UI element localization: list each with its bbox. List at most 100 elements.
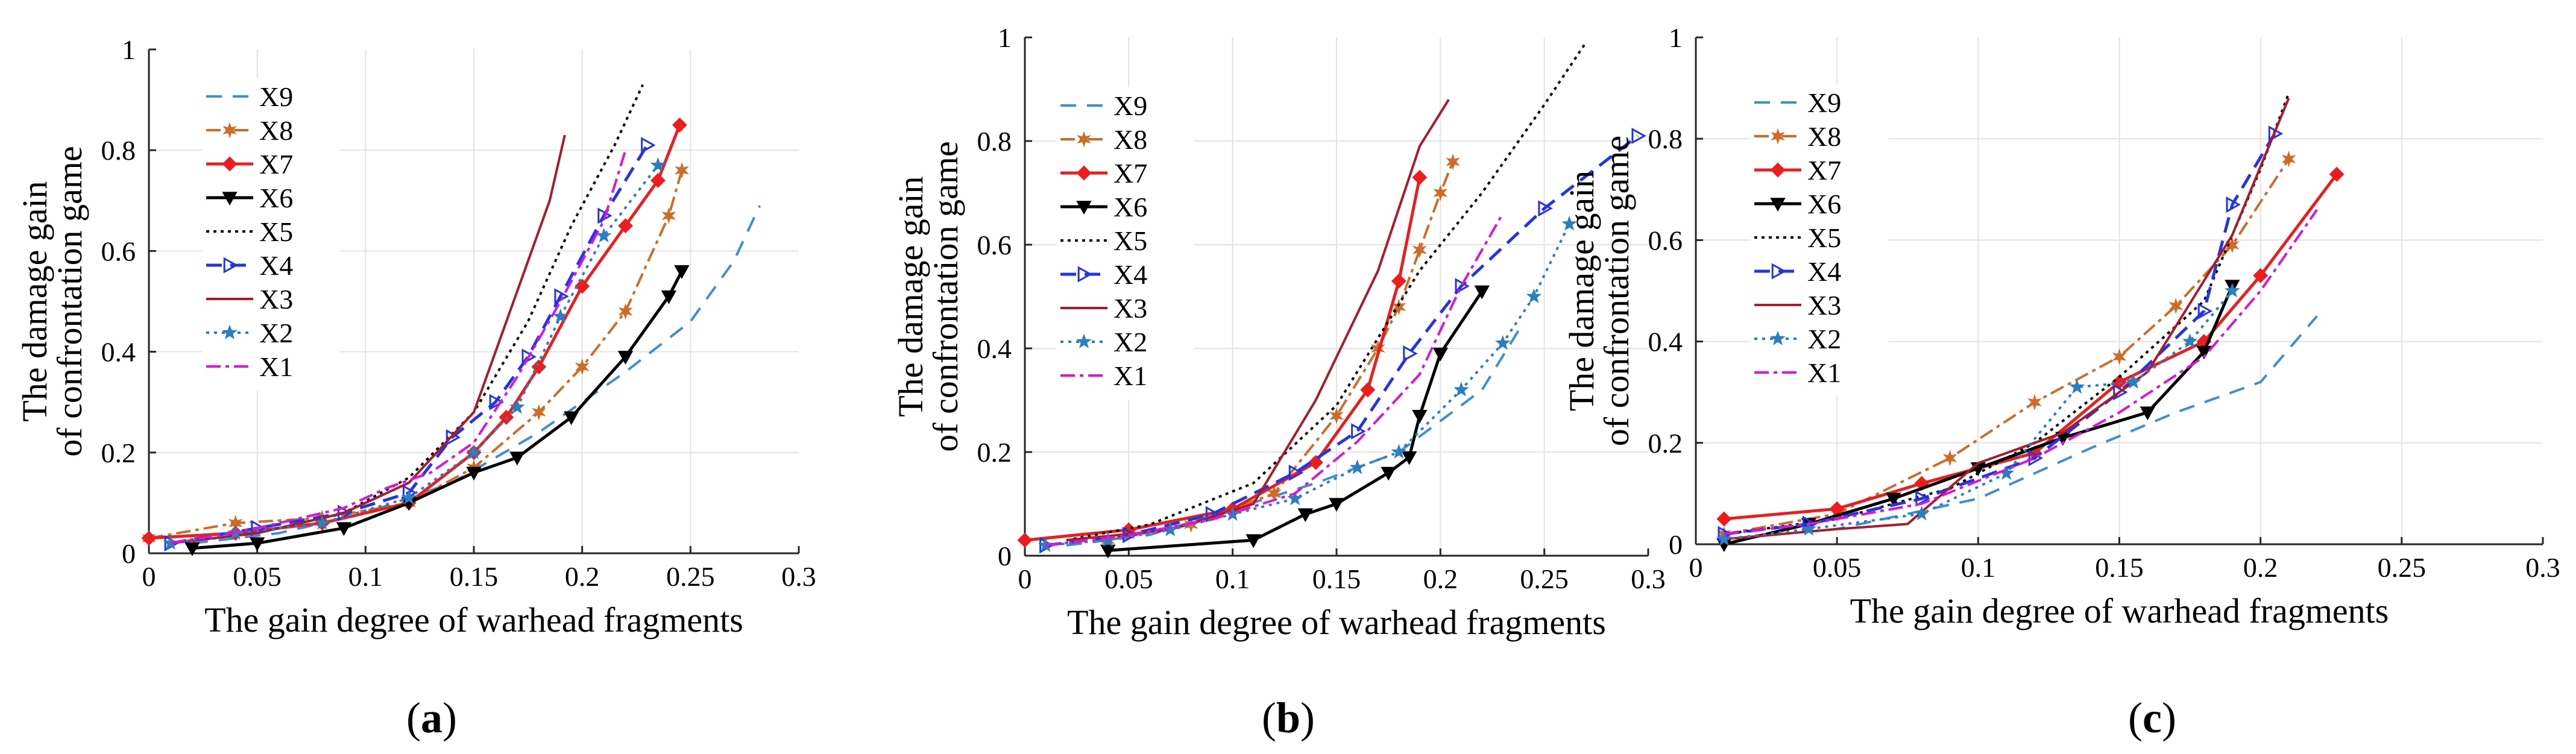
data-point-x7 (531, 359, 547, 375)
data-point-x7 (618, 218, 633, 234)
legend-item-x5: X5 (1754, 222, 1841, 253)
legend-marker (1076, 333, 1092, 348)
series-x2 (1038, 216, 1577, 552)
legend-item-x2: X2 (1754, 324, 1841, 354)
legend-item-x9: X9 (1754, 87, 1841, 118)
y-tick-label: 0.6 (1648, 225, 1683, 256)
legend-marker (1077, 266, 1093, 283)
panel-caption-a: (a) (406, 694, 457, 742)
data-point-x2 (1801, 521, 1817, 536)
legend-item-x5: X5 (206, 216, 293, 247)
data-point-x8 (675, 162, 689, 179)
legend-item-x6: X6 (1060, 192, 1147, 222)
series-line-x5 (1066, 42, 1587, 542)
data-point-x6 (1381, 467, 1396, 481)
data-point-x7 (1412, 169, 1428, 185)
data-point-x2 (1561, 216, 1577, 231)
x-tick-label: 0.05 (1104, 564, 1153, 594)
data-point-x2 (2182, 333, 2198, 348)
data-point-x2 (1526, 288, 1542, 303)
data-point-x2 (552, 308, 568, 323)
legend-item-x1: X1 (1754, 357, 1841, 388)
chart-panel-c: 0 0.05 0.1 0.15 0.2 0.25 0.300.20.40.60.81The … (1562, 22, 2560, 742)
legend-label: X6 (259, 183, 293, 213)
legend-label: X4 (1807, 256, 1841, 287)
legend-label: X8 (1113, 124, 1147, 155)
y-axis-label-line-1: The damage gain (15, 181, 54, 421)
data-point-x2 (2126, 374, 2141, 389)
legend-item-x2: X2 (206, 318, 293, 348)
data-point-x8 (1433, 184, 1448, 201)
data-point-x2 (596, 227, 612, 243)
legend-item-x4: X4 (206, 250, 293, 281)
panel-caption-b: (b) (1262, 694, 1315, 742)
data-point-x2 (1494, 335, 1511, 350)
panel-caption-c: (c) (2128, 694, 2176, 742)
data-point-x8 (1942, 450, 1957, 467)
legend-label: X3 (1113, 293, 1147, 324)
data-point-x6 (1245, 534, 1261, 548)
data-point-x4 (1403, 345, 1418, 362)
x-tick-label: 0.3 (2525, 552, 2560, 583)
y-tick-label: 0.2 (977, 437, 1012, 468)
x-tick-label: 0 (1689, 552, 1703, 583)
x-tick-label: 0.3 (781, 561, 816, 592)
x-tick-label: 0.15 (1312, 564, 1361, 594)
data-point-x8 (2168, 298, 2184, 315)
data-point-x7 (1308, 454, 1323, 470)
legend-label: X4 (259, 250, 293, 281)
data-point-x7 (2329, 166, 2345, 182)
legend-item-x3: X3 (1060, 293, 1147, 324)
y-tick-label: 0 (1669, 529, 1683, 560)
legend-item-x4: X4 (1060, 259, 1147, 290)
legend-label: X3 (259, 284, 293, 315)
data-point-x4 (1631, 127, 1646, 144)
data-point-x7 (1360, 382, 1376, 398)
data-point-x8 (2225, 237, 2240, 254)
x-tick-label: 0.1 (348, 561, 383, 592)
data-point-x4 (521, 348, 537, 365)
data-point-x6 (661, 290, 677, 304)
legend-marker (222, 324, 238, 339)
legend-item-x9: X9 (1060, 90, 1147, 121)
data-point-x8 (618, 303, 633, 320)
legend-item-x1: X1 (206, 351, 293, 382)
legend-item-x7: X7 (1060, 158, 1147, 189)
y-tick-label: 0 (998, 541, 1012, 571)
data-point-x4 (2113, 384, 2128, 401)
legend-item-x6: X6 (1754, 189, 1841, 219)
series-line-x1 (170, 149, 627, 545)
legend-label: X9 (1807, 87, 1841, 118)
x-axis-label: The gain degree of warhead fragments (1067, 603, 1606, 642)
y-axis-label-line-1: The damage gain (891, 176, 930, 416)
x-tick-label: 0.25 (1520, 564, 1569, 594)
legend-label: X5 (1113, 225, 1147, 256)
data-point-x7 (650, 172, 666, 188)
legend-marker (1077, 131, 1091, 148)
legend-marker (1770, 330, 1786, 345)
y-tick-label: 0.4 (1648, 327, 1683, 357)
data-point-x2 (1913, 506, 1930, 521)
data-point-x6 (564, 411, 579, 426)
legend-item-x6: X6 (206, 183, 293, 213)
x-tick-label: 0.1 (1215, 564, 1250, 594)
data-point-x6 (1412, 410, 1428, 424)
data-point-x6 (1297, 508, 1313, 523)
data-point-x2 (2225, 283, 2240, 298)
y-tick-label: 0.8 (101, 135, 136, 166)
data-point-x4 (489, 394, 505, 410)
series-line-x4 (170, 144, 649, 545)
series-x9 (1066, 321, 1525, 547)
legend-label: X8 (1807, 121, 1841, 152)
series-line-x1 (1045, 213, 1504, 547)
series-x5 (1066, 42, 1587, 542)
legend-marker (1770, 162, 1786, 178)
data-point-x4 (1351, 423, 1366, 440)
legend-label: X2 (259, 318, 293, 348)
legend-label: X7 (1113, 158, 1147, 189)
data-point-x7 (575, 278, 590, 294)
data-point-x6 (617, 351, 634, 365)
y-tick-label: 0.4 (101, 337, 136, 368)
legend-label: X8 (259, 115, 293, 146)
